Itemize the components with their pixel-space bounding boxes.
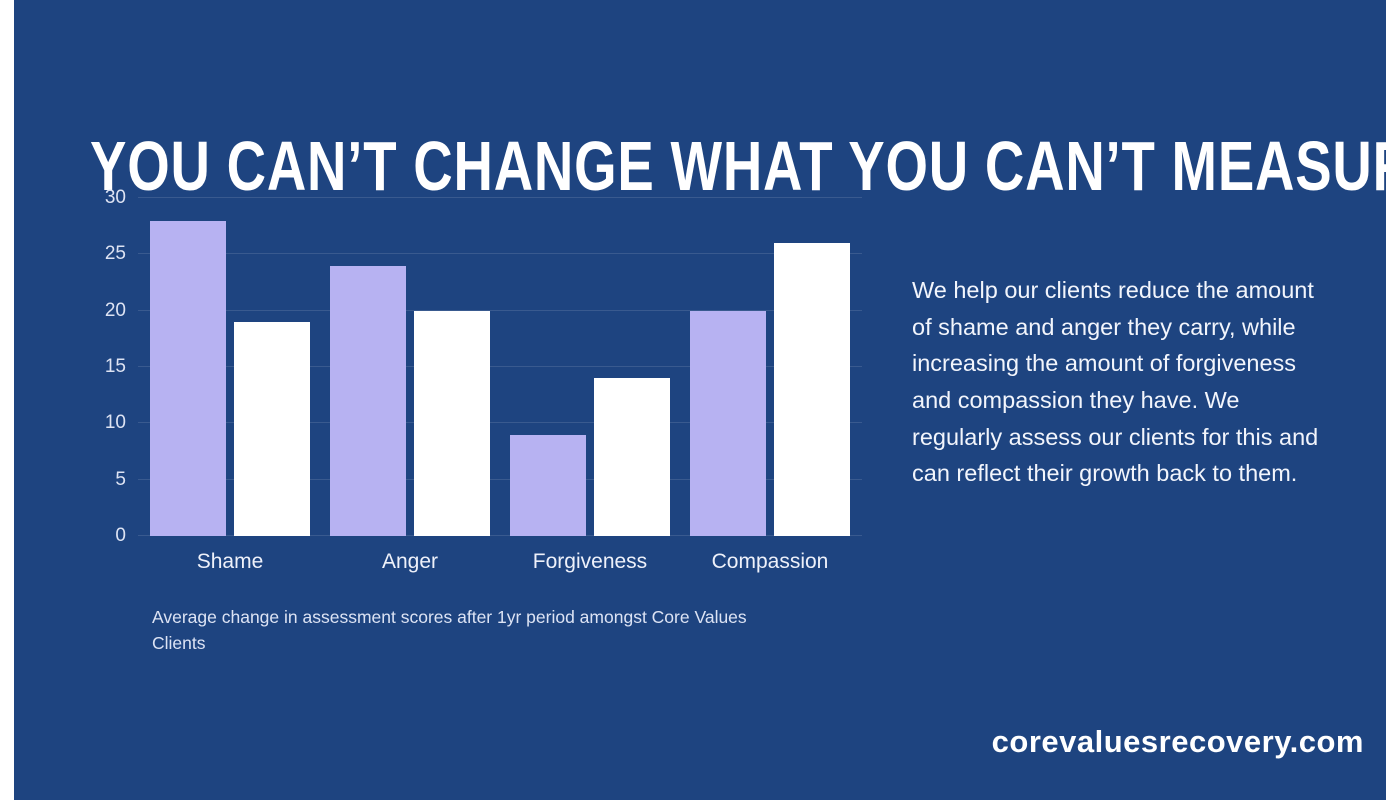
category-label: Compassion xyxy=(711,550,829,573)
bar-chart: 0 5 10 15 20 25 30 Shame Anger Forgiveness Compas… xyxy=(90,187,862,657)
bar-forgiveness-series-1 xyxy=(510,434,586,536)
y-tick-label: 15 xyxy=(104,356,126,377)
bar-group xyxy=(150,198,310,536)
gridline xyxy=(138,422,862,424)
plot-area: 0 5 10 15 20 25 30 xyxy=(105,187,862,546)
y-tick-label: 20 xyxy=(104,299,126,321)
category-label: Anger xyxy=(381,550,439,573)
bar-compassion-series-1 xyxy=(690,310,766,536)
category-label: Shame xyxy=(196,550,264,573)
bar-forgiveness-series-2 xyxy=(594,378,670,536)
gridline xyxy=(138,309,862,311)
category-labels: Shame Anger Forgiveness Compassion xyxy=(138,550,862,574)
background: YOU CAN’T CHANGE WHAT YOU CAN’T MEASURE … xyxy=(14,0,1400,800)
bar-compassion-series-2 xyxy=(774,243,850,536)
bar-group xyxy=(330,198,490,536)
gridline xyxy=(138,253,862,255)
website-url: corevaluesrecovery.com xyxy=(991,724,1364,759)
y-axis: 0 5 10 15 20 25 30 xyxy=(90,187,126,546)
gridline xyxy=(138,197,862,198)
category-label: Forgiveness xyxy=(532,550,648,573)
y-tick-label: 10 xyxy=(104,412,126,434)
y-tick-label: 5 xyxy=(115,468,126,490)
bar-group xyxy=(690,198,850,536)
gridline xyxy=(138,478,862,480)
bar-shame-series-2 xyxy=(234,321,310,536)
bar-shame-series-1 xyxy=(150,220,226,536)
description-text: We help our clients reduce the amount of… xyxy=(912,277,1319,487)
gridline xyxy=(138,535,862,536)
y-tick-label: 25 xyxy=(104,243,126,265)
chart-caption: Average change in assessment scores afte… xyxy=(152,607,747,654)
bar-anger-series-2 xyxy=(414,310,490,536)
y-tick-label: 30 xyxy=(104,187,126,208)
bar-groups xyxy=(138,198,862,536)
bar-anger-series-1 xyxy=(330,265,406,536)
bar-group xyxy=(510,198,670,536)
y-tick-label: 0 xyxy=(115,525,126,546)
gridline xyxy=(138,366,862,367)
page-title: YOU CAN’T CHANGE WHAT YOU CAN’T MEASURE xyxy=(90,126,1400,205)
